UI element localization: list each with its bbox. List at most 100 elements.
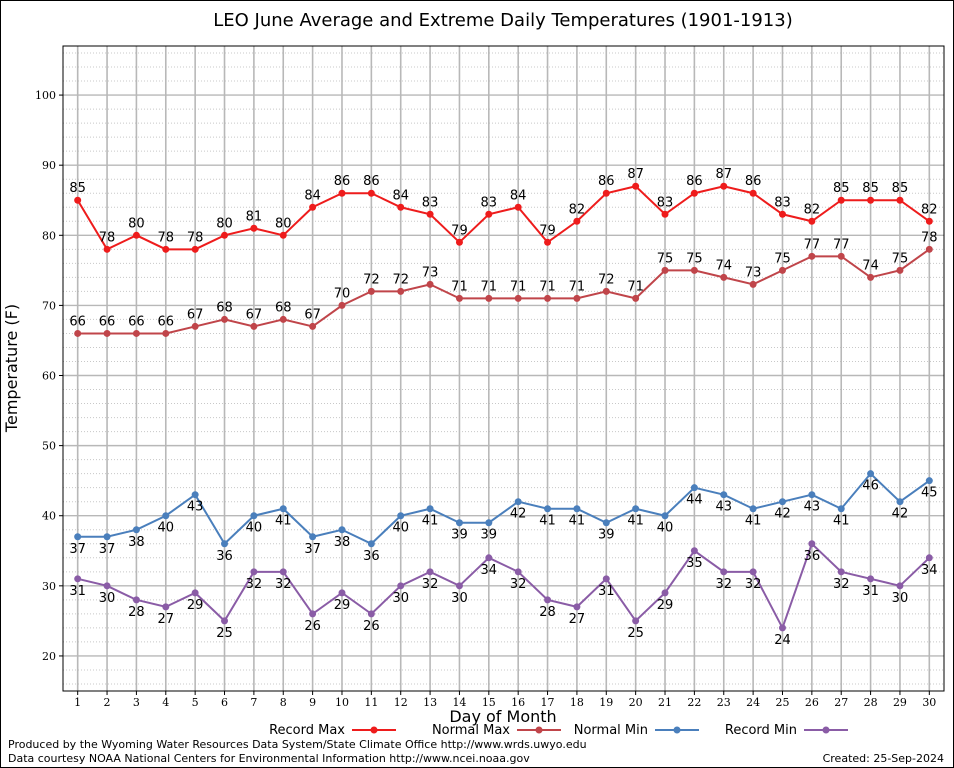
x-tick-label: 14 <box>452 696 466 709</box>
normal-min-point <box>544 505 552 513</box>
record-min-data-label: 24 <box>774 633 791 648</box>
normal-max-data-label: 66 <box>99 314 116 329</box>
record-max-data-label: 82 <box>921 202 938 217</box>
x-tick-label: 20 <box>629 696 643 709</box>
record-min-point <box>485 554 493 562</box>
normal-min-data-label: 36 <box>363 549 380 564</box>
y-tick-label: 80 <box>42 229 56 242</box>
normal-max-point <box>573 294 581 302</box>
record-min-line <box>77 541 931 631</box>
record-max-point <box>602 189 610 197</box>
x-tick-label: 26 <box>805 696 819 709</box>
record-max-data-label: 78 <box>99 230 116 245</box>
record-max-data-label: 78 <box>158 230 175 245</box>
normal-max-data-label: 72 <box>598 272 615 287</box>
normal-max-point <box>485 294 493 302</box>
record-max-data-label: 79 <box>451 223 468 238</box>
record-min-data-label: 31 <box>69 584 86 599</box>
record-max-point <box>632 182 640 190</box>
normal-max-data-label: 74 <box>715 258 732 273</box>
legend-label-record-max: Record Max <box>269 723 345 738</box>
normal-min-point <box>749 505 757 513</box>
series: 85 78 80 78 78 80 81 80 84 86 86 84 83 79 83 84 79 82 86 87… <box>69 167 937 648</box>
record-max-data-label: 80 <box>275 216 292 231</box>
legend-label-record-min: Record Min <box>725 723 797 738</box>
record-min-point <box>338 589 346 597</box>
normal-min-point <box>279 505 287 513</box>
normal-min-data-label: 43 <box>804 500 821 515</box>
normal-max-data-label: 67 <box>187 307 204 322</box>
x-tick-label: 7 <box>250 696 257 709</box>
credit-line-2: Data courtesy NOAA National Centers for … <box>8 752 530 765</box>
record-max-data-label: 84 <box>510 188 527 203</box>
x-tick-label: 23 <box>717 696 731 709</box>
normal-max-data-label: 67 <box>246 307 263 322</box>
record-max-data-label: 79 <box>539 223 556 238</box>
x-tick-label: 25 <box>775 696 789 709</box>
record-min-point <box>925 554 933 562</box>
record-max-point <box>544 238 552 246</box>
record-max-data-label: 86 <box>745 174 762 189</box>
record-min-point <box>573 603 581 611</box>
y-tick-label: 50 <box>42 440 56 453</box>
record-min-data-label: 30 <box>451 591 468 606</box>
record-max-point <box>279 231 287 239</box>
record-max-data-label: 85 <box>892 181 909 196</box>
legend-marker-normal-min <box>673 726 681 734</box>
normal-min-data-label: 40 <box>392 521 409 536</box>
record-max-data-label: 83 <box>657 195 674 210</box>
normal-max-data-label: 66 <box>69 314 86 329</box>
record-min-data-label: 32 <box>246 577 263 592</box>
normal-max-data-label: 70 <box>334 286 351 301</box>
normal-max-point <box>250 322 258 330</box>
normal-min-point <box>808 491 816 499</box>
record-max-data-label: 83 <box>422 195 439 210</box>
record-min-data-label: 30 <box>892 591 909 606</box>
x-tick-label: 28 <box>864 696 878 709</box>
normal-min-point <box>162 512 170 520</box>
normal-max-data-label: 66 <box>128 314 145 329</box>
record-min-data-label: 26 <box>363 619 380 634</box>
record-max-data-label: 84 <box>304 188 321 203</box>
record-min-point <box>250 568 258 576</box>
x-tick-label: 15 <box>482 696 496 709</box>
normal-max-data-label: 78 <box>921 230 938 245</box>
x-tick-label: 22 <box>687 696 701 709</box>
normal-min-data-label: 42 <box>510 507 527 522</box>
record-max-point <box>485 210 493 218</box>
y-tick-label: 100 <box>35 89 56 102</box>
x-tick-label: 17 <box>541 696 555 709</box>
record-max-data-label: 86 <box>598 174 615 189</box>
normal-min-data-label: 39 <box>451 528 468 543</box>
record-min-point <box>544 596 552 604</box>
normal-max-data-label: 66 <box>158 314 175 329</box>
normal-max-data-label: 72 <box>392 272 409 287</box>
record-min-point <box>132 596 140 604</box>
record-max-point <box>426 210 434 218</box>
normal-min-point <box>309 533 317 541</box>
y-axis-label: Temperature (F) <box>2 304 21 433</box>
record-min-data-label: 25 <box>216 626 233 641</box>
record-min-data-label: 27 <box>569 612 586 627</box>
x-tick-label: 19 <box>599 696 613 709</box>
x-tick-label: 30 <box>922 696 936 709</box>
normal-min-data-label: 37 <box>304 542 321 557</box>
record-min-point <box>514 568 522 576</box>
record-min-data-label: 32 <box>275 577 292 592</box>
record-max-point <box>338 189 346 197</box>
record-max-point <box>720 182 728 190</box>
normal-min-data-label: 41 <box>833 514 850 529</box>
record-min-point <box>309 610 317 618</box>
normal-max-data-label: 74 <box>862 258 879 273</box>
record-max-point <box>309 203 317 211</box>
record-max-data-label: 87 <box>715 167 732 182</box>
record-min-data-label: 30 <box>99 591 116 606</box>
record-min-point <box>602 575 610 583</box>
normal-max-point <box>191 322 199 330</box>
normal-max-data-label: 71 <box>481 279 498 294</box>
y-tick-label: 90 <box>42 159 56 172</box>
record-max-point <box>221 231 229 239</box>
record-max-data-label: 86 <box>334 174 351 189</box>
chart-title: LEO June Average and Extreme Daily Tempe… <box>213 10 792 31</box>
